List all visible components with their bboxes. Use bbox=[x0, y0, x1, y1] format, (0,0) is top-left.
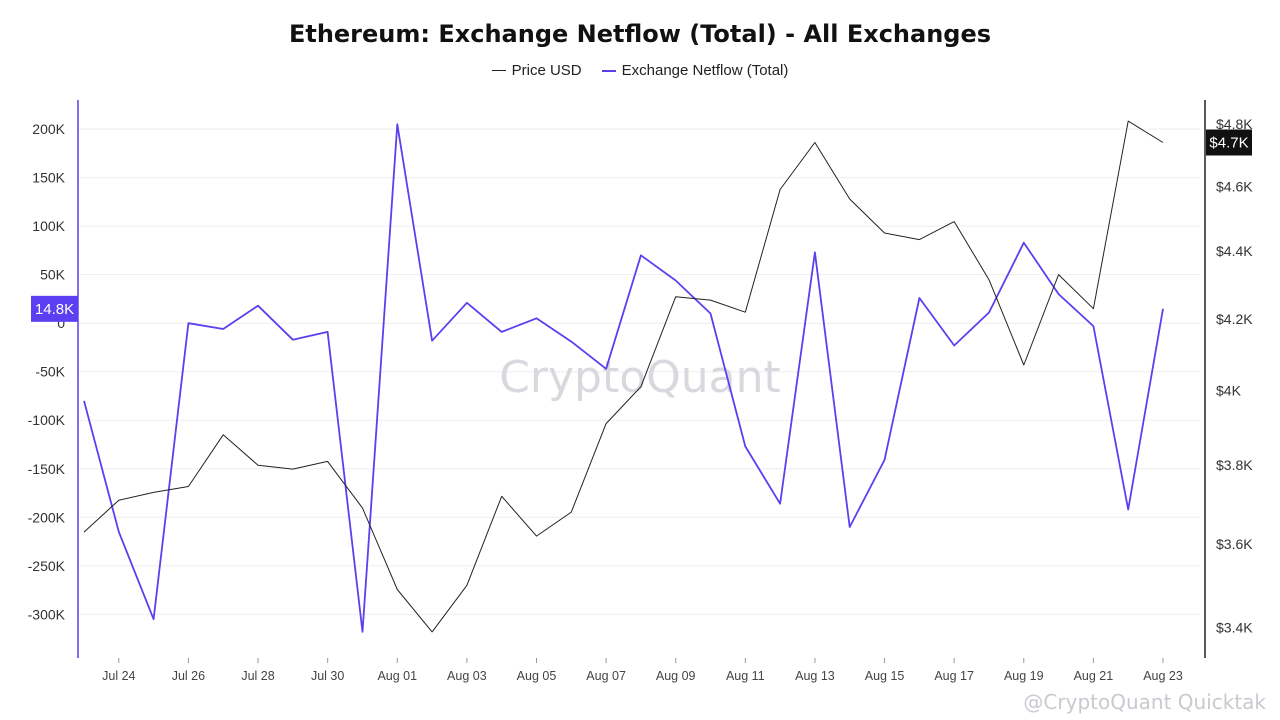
right-tick-label: $3.4K bbox=[1216, 620, 1253, 636]
footer-watermark: @CryptoQuant Quicktak bbox=[1023, 690, 1266, 714]
left-tick-label: -250K bbox=[28, 558, 66, 574]
left-tick-label: 100K bbox=[32, 218, 65, 234]
value-badges: 14.8K $4.7K bbox=[31, 129, 1252, 322]
left-tick-label: -200K bbox=[28, 509, 66, 525]
left-tick-label: -50K bbox=[35, 364, 65, 380]
left-axis-ticks: 200K 150K 100K 50K 0 -50K -100K -150K -200K -250K… bbox=[28, 121, 66, 622]
right-tick-label: $4K bbox=[1216, 382, 1242, 398]
x-tick-label: Aug 15 bbox=[865, 669, 905, 683]
netflow-last-value-badge bbox=[31, 295, 78, 322]
price-usd-line bbox=[83, 120, 1164, 633]
right-tick-label: $4.6K bbox=[1216, 178, 1253, 194]
netflow-last-value-label: 14.8K bbox=[35, 301, 74, 318]
chart-title: Ethereum: Exchange Netflow (Total) - All… bbox=[288, 20, 992, 48]
x-tick-label: Jul 24 bbox=[102, 669, 135, 683]
x-tick-label: Aug 01 bbox=[377, 669, 417, 683]
left-tick-label: 150K bbox=[32, 170, 65, 186]
legend-swatch-netflow bbox=[601, 69, 616, 72]
axes bbox=[77, 100, 1206, 658]
x-tick-label: Aug 05 bbox=[517, 669, 557, 683]
price-last-value-label: $4.7K bbox=[1209, 134, 1248, 151]
right-tick-label: $4.8K bbox=[1216, 116, 1253, 132]
x-tick-label: Aug 21 bbox=[1074, 669, 1114, 683]
x-tick-label: Aug 07 bbox=[586, 669, 626, 683]
left-tick-label: 50K bbox=[40, 267, 66, 283]
right-tick-label: $4.4K bbox=[1216, 243, 1253, 259]
legend-swatch-price bbox=[491, 70, 506, 71]
x-tick-label: Aug 23 bbox=[1143, 669, 1183, 683]
x-tick-label: Aug 17 bbox=[934, 669, 974, 683]
x-tick-label: Aug 03 bbox=[447, 669, 487, 683]
right-tick-label: $3.6K bbox=[1216, 536, 1253, 552]
legend-item-price[interactable]: Price USD bbox=[491, 62, 582, 79]
right-tick-label: $4.2K bbox=[1216, 311, 1253, 327]
left-tick-label: -300K bbox=[28, 606, 66, 622]
legend-label-price: Price USD bbox=[511, 62, 582, 79]
left-tick-label: 200K bbox=[32, 121, 65, 137]
x-tick-label: Aug 09 bbox=[656, 669, 696, 683]
x-tick-label: Aug 19 bbox=[1004, 669, 1044, 683]
left-tick-label: -150K bbox=[28, 461, 66, 477]
price-last-value-badge bbox=[1206, 129, 1252, 156]
legend-label-netflow: Exchange Netflow (Total) bbox=[621, 62, 789, 79]
x-tick-label: Jul 28 bbox=[241, 669, 274, 683]
grid-lines bbox=[78, 128, 1200, 615]
right-axis-ticks: $4.8K $4.6K $4.4K $4.2K $4K $3.8K $3.6K $3.4K bbox=[1216, 116, 1253, 635]
left-tick-label: 0 bbox=[57, 315, 65, 331]
right-tick-label: $3.8K bbox=[1216, 457, 1253, 473]
series-lines bbox=[83, 120, 1164, 633]
watermark: CryptoQuant bbox=[499, 352, 781, 403]
x-tick-label: Aug 13 bbox=[795, 669, 835, 683]
left-tick-label: -100K bbox=[28, 412, 66, 428]
x-tick-label: Aug 11 bbox=[726, 669, 765, 683]
x-tick-label: Jul 26 bbox=[172, 669, 205, 683]
legend-item-netflow[interactable]: Exchange Netflow (Total) bbox=[601, 62, 789, 79]
x-axis-ticks: Jul 24 Jul 26 Jul 28 Jul 30 Aug 01 Aug 03 Aug … bbox=[102, 658, 1183, 683]
x-tick-label: Jul 30 bbox=[311, 669, 344, 683]
exchange-netflow-line bbox=[83, 123, 1164, 633]
legend: Price USD Exchange Netflow (Total) bbox=[0, 62, 1280, 79]
